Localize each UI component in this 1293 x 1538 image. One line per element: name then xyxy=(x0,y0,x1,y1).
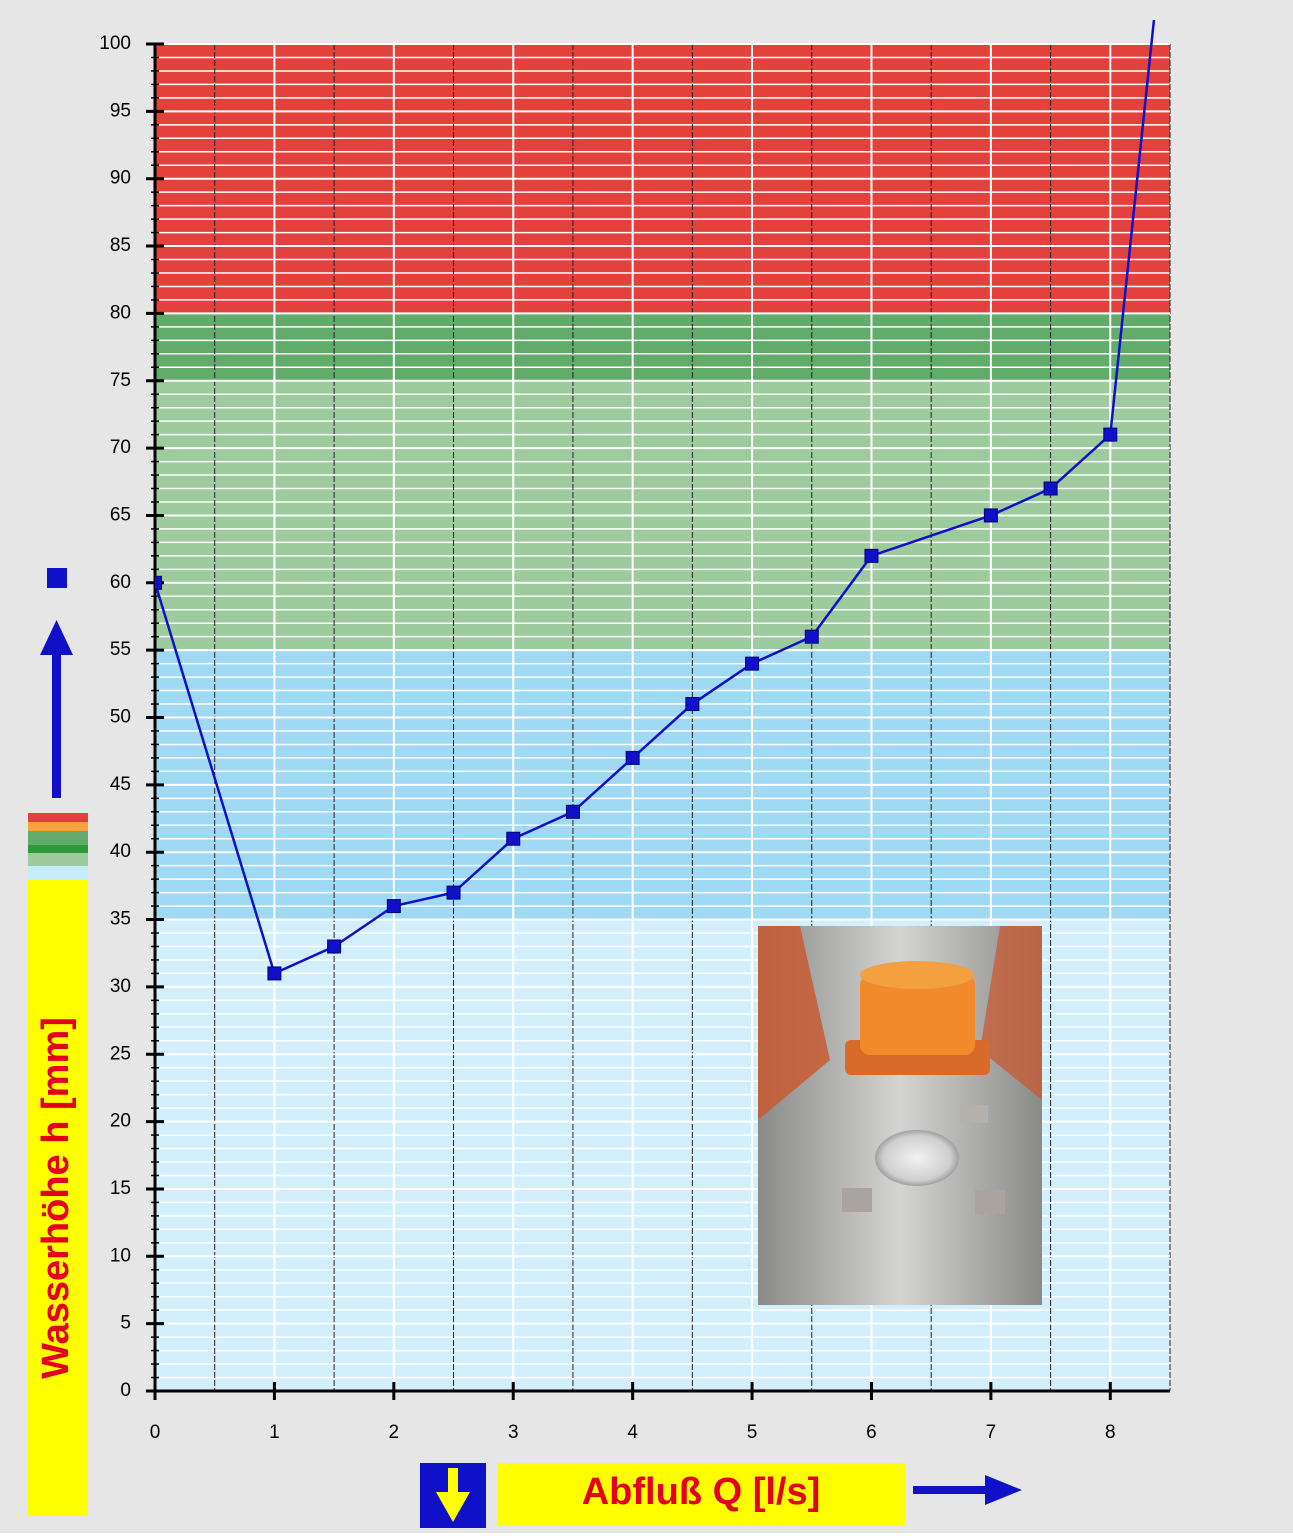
y-tick-label: 95 xyxy=(110,100,131,121)
x-tick-label: 0 xyxy=(150,1422,161,1443)
y-tick-label: 50 xyxy=(110,707,131,728)
y-axis-label: Wasserhöhe h [mm] xyxy=(35,1017,77,1379)
x-tick-label: 4 xyxy=(627,1422,638,1443)
y-tick-label: 80 xyxy=(110,302,131,323)
marker xyxy=(327,939,342,954)
x-tick-label: 8 xyxy=(1105,1422,1116,1443)
marker xyxy=(506,831,521,846)
x-tick-label: 5 xyxy=(747,1422,758,1443)
marker xyxy=(983,508,998,523)
marker xyxy=(446,885,461,900)
y-tick-label: 65 xyxy=(110,504,131,525)
x-tick-label: 2 xyxy=(389,1422,400,1443)
x-tick-label: 3 xyxy=(508,1422,519,1443)
y-label-box xyxy=(28,880,88,1516)
marker xyxy=(745,656,760,671)
x-tick-label: 7 xyxy=(986,1422,997,1443)
y-tick-label: 0 xyxy=(120,1380,131,1401)
marker xyxy=(685,697,700,712)
y-tick-label: 55 xyxy=(110,639,131,660)
y-tick-label: 10 xyxy=(110,1245,131,1266)
y-tick-label: 60 xyxy=(110,572,131,593)
marker xyxy=(386,899,401,914)
marker xyxy=(267,966,282,981)
y-tick-label: 90 xyxy=(110,168,131,189)
photo xyxy=(758,926,1042,1305)
x-label-decor xyxy=(420,1463,1022,1528)
band xyxy=(155,313,1170,381)
y-tick-label: 75 xyxy=(110,370,131,391)
series-group xyxy=(155,20,1156,981)
y-tick-label: 15 xyxy=(110,1178,131,1199)
marker xyxy=(155,575,162,590)
x-tick-label: 6 xyxy=(866,1422,877,1443)
y-tick-label: 40 xyxy=(110,841,131,862)
y-tick-label: 25 xyxy=(110,1043,131,1064)
y-tick-label: 85 xyxy=(110,235,131,256)
x-tick-label: 1 xyxy=(269,1422,280,1443)
line xyxy=(155,20,1156,976)
marker xyxy=(625,750,640,765)
y-tick-label: 35 xyxy=(110,909,131,930)
y-tick-label: 45 xyxy=(110,774,131,795)
y-tick-label: 20 xyxy=(110,1111,131,1132)
marker xyxy=(864,548,879,563)
marker xyxy=(1043,481,1058,496)
y-arrow xyxy=(40,568,73,798)
y-tick-label: 5 xyxy=(120,1313,131,1334)
x-axis-label: Abfluß Q [l/s] xyxy=(582,1471,821,1513)
marker xyxy=(1103,427,1118,442)
marker xyxy=(565,804,580,819)
band-legend xyxy=(28,813,88,880)
y-tick-label: 100 xyxy=(99,33,131,54)
y-tick-label: 30 xyxy=(110,976,131,997)
y-tick-label: 70 xyxy=(110,437,131,458)
marker xyxy=(804,629,819,644)
